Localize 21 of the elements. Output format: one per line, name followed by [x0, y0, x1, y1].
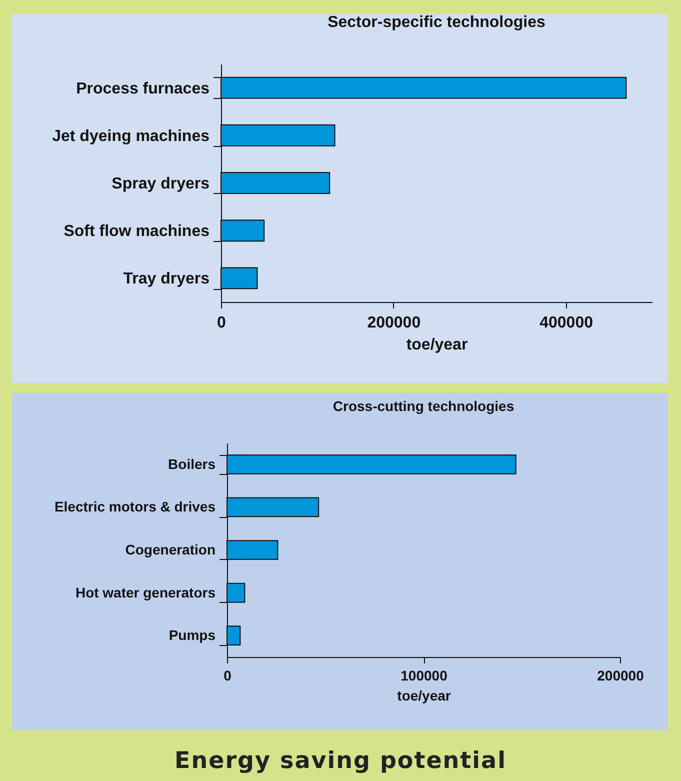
x-tick-label: 200000 [367, 314, 421, 332]
x-tick-label: 200000 [597, 668, 644, 684]
x-axis-title: toe/year [397, 688, 452, 704]
text: Energy saving potential [174, 748, 508, 774]
y-tick-label: Process furnaces [76, 80, 210, 98]
chart-title: Cross-cutting technologies [332, 398, 514, 414]
y-tick-label: Hot water generators [75, 584, 216, 600]
x-tick-label: 0 [224, 668, 232, 684]
y-tick-label: Soft flow machines [64, 223, 210, 240]
x-tick-label: 100000 [400, 668, 448, 684]
y-tick-label: Cogeneration [125, 542, 216, 558]
y-tick-label: Electric motors & drives [54, 498, 216, 515]
chart-title: Sector-specific technologies [328, 14, 546, 31]
y-tick-label: Tray dryers [123, 270, 210, 288]
x-tick-label: 400000 [540, 314, 594, 332]
y-tick-label: Boilers [168, 456, 216, 472]
y-tick-label: Pumps [168, 627, 216, 644]
y-tick-label: Spray dryers [112, 176, 210, 192]
y-tick-label: Jet dyeing machines [52, 128, 210, 145]
x-axis-title: toe/year [406, 336, 468, 354]
x-tick-label: 0 [217, 314, 226, 332]
